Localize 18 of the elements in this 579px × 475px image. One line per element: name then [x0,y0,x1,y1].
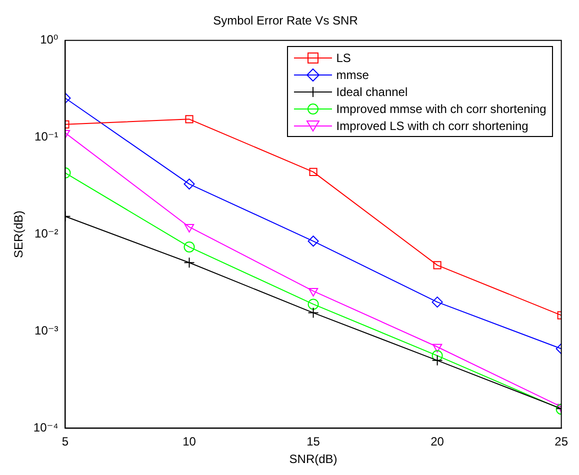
x-tick-label: 25 [554,434,568,449]
legend-label: Ideal channel [336,84,408,99]
legend-label: LS [336,50,351,65]
chart-title: Symbol Error Rate Vs SNR [213,14,358,28]
y-tick-label: 10⁻³ [34,324,58,338]
x-tick-label: 10 [182,434,196,449]
y-tick-label: 10⁻⁴ [33,420,58,435]
legend-label: Improved LS with ch corr shortening [336,118,528,133]
y-tick-label: 10⁻¹ [34,130,58,144]
y-tick-label: 10⁰ [40,32,58,47]
x-tick-label: 20 [430,434,444,449]
legend-label: mmse [336,68,369,82]
x-tick-label: 5 [62,434,69,449]
x-axis-title: SNR(dB) [289,452,338,466]
y-axis-title: SER(dB) [12,210,26,258]
y-tick-label: 10⁻² [34,226,58,241]
x-tick-label: 15 [306,434,320,449]
legend-label: Improved mmse with ch corr shortening [336,102,546,116]
